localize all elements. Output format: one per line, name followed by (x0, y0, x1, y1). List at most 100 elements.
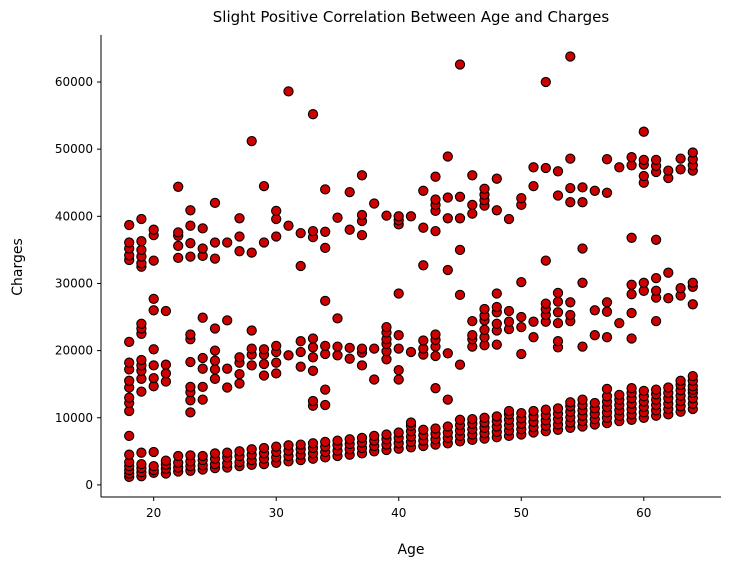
data-point (393, 288, 404, 299)
data-point (393, 427, 404, 438)
data-point (185, 238, 196, 249)
x-tick-label: 60 (636, 506, 651, 520)
data-point (442, 394, 453, 405)
data-point (173, 252, 184, 264)
data-point (601, 154, 613, 165)
data-point (663, 382, 674, 393)
data-point (430, 171, 441, 182)
data-point (454, 414, 466, 425)
data-point (516, 311, 527, 323)
data-point (516, 193, 527, 204)
data-point (160, 359, 172, 370)
data-point (209, 373, 221, 384)
data-point (565, 153, 576, 164)
data-point (185, 329, 196, 340)
data-point (246, 343, 257, 354)
data-point (148, 460, 159, 472)
data-point (283, 350, 294, 361)
data-point (442, 213, 453, 224)
data-point (601, 332, 613, 343)
data-point (209, 237, 221, 248)
data-point (356, 229, 368, 241)
data-point (258, 370, 270, 381)
x-tick-label: 20 (146, 506, 161, 520)
data-point (565, 309, 576, 321)
data-point (418, 424, 429, 435)
data-point (516, 276, 527, 288)
data-point (197, 352, 208, 364)
data-point (442, 192, 453, 203)
data-point (344, 186, 355, 198)
data-point (344, 353, 355, 364)
data-point (271, 357, 282, 368)
data-point (552, 190, 564, 201)
data-point (356, 432, 368, 444)
data-point (467, 199, 478, 211)
data-point (320, 436, 331, 448)
data-point (369, 430, 380, 442)
data-point (626, 289, 637, 300)
data-point (185, 356, 196, 368)
data-point (675, 283, 686, 294)
data-point (516, 321, 527, 333)
data-point (344, 342, 355, 354)
data-point (160, 455, 172, 466)
data-point (540, 255, 551, 266)
data-point (148, 372, 159, 384)
data-point (393, 364, 404, 376)
data-point (307, 342, 319, 353)
data-point (197, 394, 208, 405)
data-point (467, 170, 478, 181)
data-point (565, 51, 576, 62)
data-point (209, 345, 221, 356)
data-point (369, 374, 380, 385)
data-point (271, 340, 282, 352)
data-point (148, 224, 159, 235)
data-point (381, 321, 392, 333)
data-point (124, 375, 135, 386)
data-point (124, 237, 135, 248)
data-point (148, 305, 159, 316)
data-point (687, 299, 698, 310)
data-point (295, 227, 306, 239)
data-point (528, 405, 539, 417)
data-point (258, 442, 270, 454)
data-point (675, 375, 686, 386)
data-point (185, 251, 196, 262)
data-point (528, 316, 539, 327)
data-point (577, 394, 588, 405)
data-point (283, 440, 294, 451)
data-point (454, 359, 466, 370)
data-point (173, 181, 184, 192)
data-point (540, 298, 551, 309)
data-point (516, 348, 527, 360)
data-point (430, 329, 441, 340)
data-point (369, 198, 380, 209)
data-point (356, 360, 368, 371)
x-tick-label: 40 (391, 506, 406, 520)
data-point (320, 295, 331, 307)
data-point (638, 126, 649, 137)
data-point (552, 296, 564, 307)
data-point (418, 335, 429, 346)
data-point (565, 397, 576, 408)
data-point (136, 318, 147, 329)
data-point (283, 86, 294, 97)
data-point (148, 255, 159, 266)
data-point (601, 383, 613, 395)
data-point (418, 222, 429, 233)
data-point (528, 162, 539, 173)
data-point (369, 343, 380, 354)
data-point (405, 417, 417, 428)
data-point (222, 447, 233, 458)
data-point (626, 232, 637, 243)
data-point (589, 185, 600, 196)
data-point (675, 153, 686, 164)
data-point (136, 213, 147, 225)
data-point (185, 407, 196, 418)
data-point (552, 307, 564, 318)
data-point (246, 325, 257, 336)
data-point (185, 205, 196, 216)
data-point (528, 180, 539, 192)
chart-title: Slight Positive Correlation Between Age … (213, 8, 610, 26)
